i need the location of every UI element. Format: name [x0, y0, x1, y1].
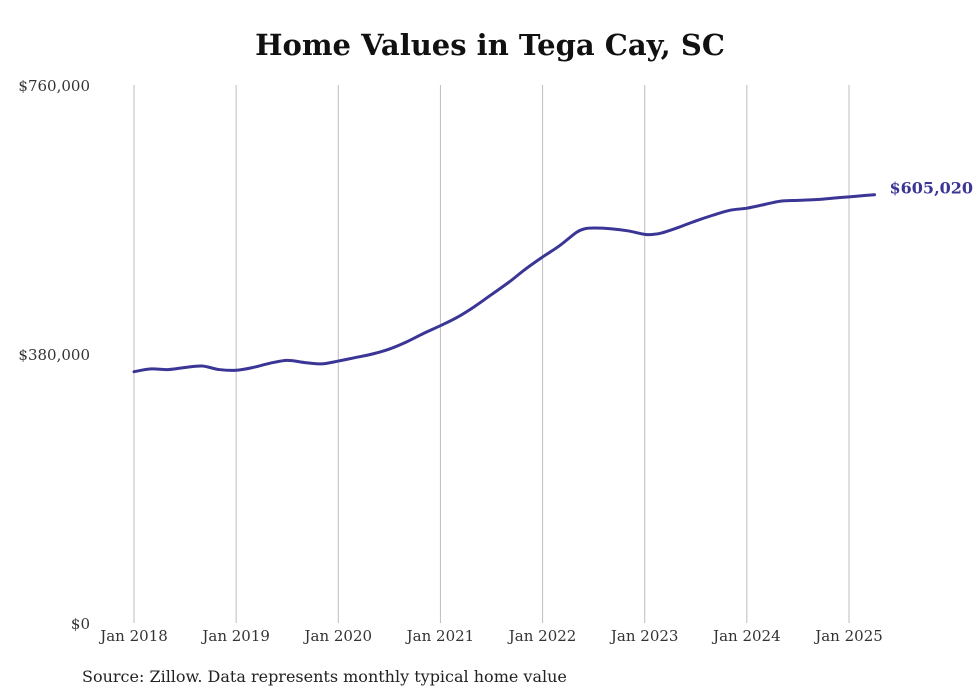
x-tick-label: Jan 2022	[507, 627, 577, 645]
x-axis-ticks: Jan 2018 Jan 2019 Jan 2020 Jan 2021 Jan 2022…	[98, 627, 883, 645]
y-tick-label: $0	[71, 615, 90, 633]
home-value-line	[132, 193, 877, 374]
series-layer: $605,020	[132, 179, 974, 374]
y-tick-label: $760,000	[18, 77, 90, 95]
x-tick-label: Jan 2018	[98, 627, 168, 645]
end-value-label: $605,020	[890, 179, 974, 198]
source-note: Source: Zillow. Data represents monthly …	[82, 667, 567, 686]
x-tick-label: Jan 2020	[303, 627, 373, 645]
x-tick-label: Jan 2021	[405, 627, 475, 645]
y-tick-label: $380,000	[18, 346, 90, 364]
x-tick-label: Jan 2023	[609, 627, 679, 645]
chart-title: Home Values in Tega Cay, SC	[255, 28, 725, 62]
x-tick-label: Jan 2025	[813, 627, 883, 645]
x-tick-label: Jan 2024	[711, 627, 781, 645]
y-axis-ticks: $760,000 $380,000 $0	[18, 77, 90, 633]
grid-layer	[133, 85, 850, 623]
x-tick-label: Jan 2019	[200, 627, 270, 645]
